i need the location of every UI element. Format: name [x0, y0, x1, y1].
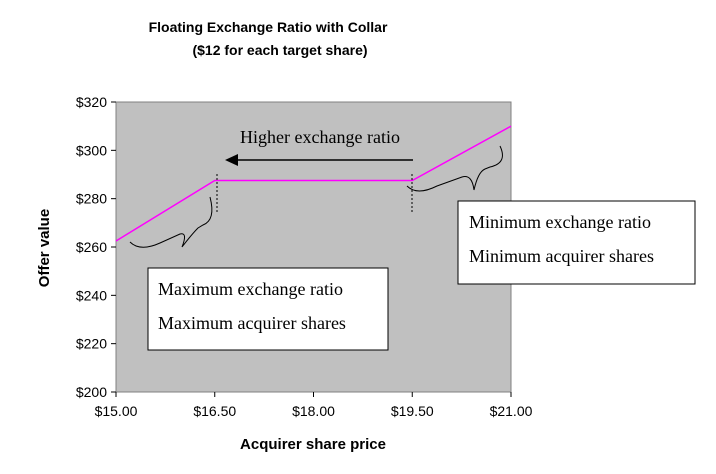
- y-axis: $200 $220 $240 $260 $280 $300 $320: [76, 94, 116, 400]
- right-box-line-2: Minimum acquirer shares: [469, 246, 654, 266]
- offer-value-line: [115, 125, 512, 242]
- x-tick-label: $15.00: [95, 403, 138, 419]
- y-tick-label: $320: [76, 94, 107, 110]
- x-tick-label: $21.00: [490, 403, 533, 419]
- x-axis: $15.00 $16.50 $18.00 $19.50 $21.00: [95, 392, 533, 419]
- x-axis-label: Acquirer share price: [240, 436, 386, 453]
- y-tick-label: $200: [76, 384, 107, 400]
- chart-title: Floating Exchange Ratio with Collar: [149, 19, 388, 35]
- right-brace-icon: [406, 145, 503, 192]
- y-tick-label: $220: [76, 336, 107, 352]
- x-tick-label: $18.00: [292, 403, 335, 419]
- left-box-line-1: Maximum exchange ratio: [158, 279, 343, 299]
- x-tick-label: $16.50: [193, 403, 236, 419]
- right-box-line-1: Minimum exchange ratio: [469, 212, 651, 232]
- arrow-head-left-icon: [225, 154, 238, 166]
- left-brace-icon: [129, 196, 213, 248]
- left-annotation-box: [147, 267, 389, 351]
- x-tick-label: $19.50: [391, 403, 434, 419]
- y-tick-label: $300: [76, 142, 107, 158]
- arrow-annotation-text: Higher exchange ratio: [240, 127, 400, 147]
- y-tick-label: $280: [76, 191, 107, 207]
- series-layer: [115, 125, 512, 242]
- y-tick-label: $240: [76, 287, 107, 303]
- y-tick-label: $260: [76, 239, 107, 255]
- right-annotation-box: [457, 200, 696, 285]
- y-axis-label: Offer value: [36, 209, 53, 287]
- left-box-line-2: Maximum acquirer shares: [158, 313, 346, 333]
- chart-subtitle: ($12 for each target share): [192, 42, 367, 58]
